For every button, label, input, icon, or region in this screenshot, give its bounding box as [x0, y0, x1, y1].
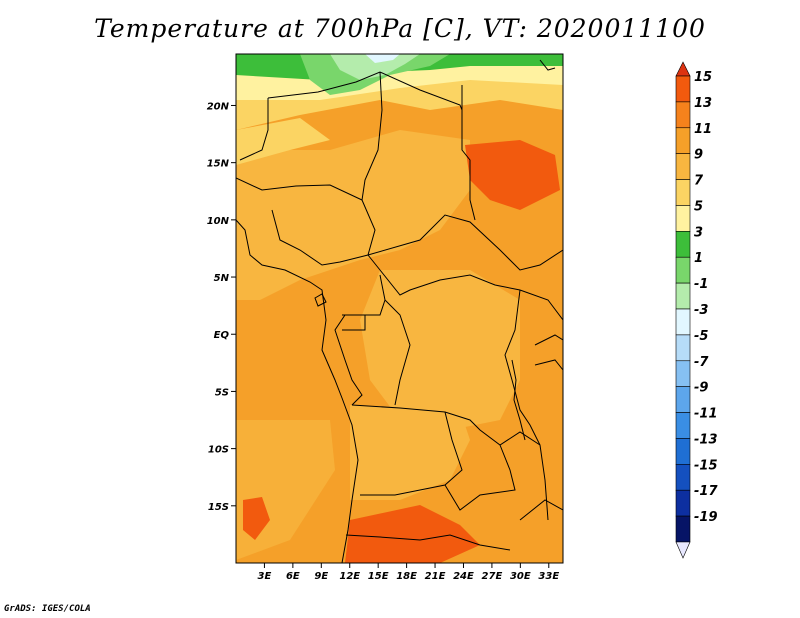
colorbar-label-16: -17: [694, 484, 718, 499]
colorbar-label-6: 3: [694, 225, 703, 240]
lon-tick-label-2: 9E: [314, 571, 328, 582]
lon-tick-label-10: 33E: [538, 571, 559, 582]
lon-tick-label-6: 21E: [425, 571, 446, 582]
colorbar-swatch-1: [675, 101, 691, 129]
lon-tick-label-5: 18E: [396, 571, 417, 582]
colorbar-label-4: 7: [694, 174, 704, 189]
temperature-field: [236, 54, 563, 563]
colorbar-label-11: -7: [694, 355, 709, 370]
lat-tick-label-3: 5N: [214, 273, 230, 284]
colorbar-bottom-arrow: [675, 541, 691, 559]
colorbar-swatch-0: [675, 75, 691, 103]
colorbar-swatch-14: [675, 438, 691, 465]
lat-tick-label-4: EQ: [214, 330, 230, 341]
colorbar-label-17: -19: [694, 510, 718, 525]
colorbar-swatch-15: [675, 464, 691, 491]
map-axes: 3E 6E 9E 12E 15E 18E 21E 24E 27E 30E 33E 20N 15N 10N 5…: [207, 101, 560, 582]
lat-tick-label-2: 10N: [207, 216, 230, 227]
colorbar-label-1: 13: [694, 96, 712, 111]
lat-tick-label-6: 10S: [208, 445, 229, 456]
plot-frame: [235, 53, 564, 564]
colorbar-swatch-17: [675, 515, 691, 543]
lon-tick-label-1: 6E: [286, 571, 300, 582]
colorbar-swatch-9: [675, 308, 691, 336]
colorbar-swatch-3: [675, 153, 691, 180]
colorbar-label-2: 11: [694, 122, 712, 137]
lat-tick-label-1: 15N: [207, 159, 230, 170]
lon-tick-label-9: 30E: [510, 571, 531, 582]
lon-tick-label-4: 15E: [368, 571, 389, 582]
colorbar-swatch-13: [675, 412, 691, 439]
colorbar: 15 13 11 9 7 5 3 1 -1 -3 -5 -7 -9 -11 -13 -15 -17 -19: [675, 61, 718, 559]
colorbar-swatch-10: [675, 334, 691, 362]
colorbar-label-5: 5: [694, 199, 703, 214]
colorbar-label-13: -11: [694, 407, 718, 422]
colorbar-swatch-6: [675, 231, 691, 258]
lon-tick-label-3: 12E: [339, 571, 360, 582]
colorbar-top-arrow: [675, 61, 691, 77]
lon-tick-label-0: 3E: [258, 571, 272, 582]
footer-credit: GrADS: IGES/COLA: [4, 604, 91, 614]
colorbar-label-3: 9: [694, 148, 703, 163]
lat-tick-label-5: 5S: [215, 387, 229, 398]
colorbar-swatch-16: [675, 489, 691, 517]
colorbar-label-14: -13: [694, 432, 718, 447]
colorbar-swatch-4: [675, 179, 691, 206]
colorbar-swatch-2: [675, 127, 691, 154]
lat-tick-label-0: 20N: [207, 101, 230, 112]
colorbar-label-12: -9: [694, 381, 708, 396]
lon-tick-label-8: 27E: [482, 571, 503, 582]
map-title: Temperature at 700hPa [C], VT: 202001110…: [94, 14, 706, 43]
colorbar-label-9: -3: [694, 303, 708, 318]
colorbar-swatch-8: [675, 282, 691, 310]
country-borders: [236, 59, 563, 563]
colorbar-label-10: -5: [694, 329, 708, 344]
colorbar-label-8: -1: [694, 277, 708, 292]
colorbar-swatch-12: [675, 386, 691, 413]
colorbar-label-0: 15: [694, 70, 712, 85]
lat-tick-label-7: 15S: [208, 502, 229, 513]
colorbar-label-15: -15: [694, 458, 718, 473]
lon-tick-label-7: 24E: [453, 571, 474, 582]
colorbar-swatch-5: [675, 205, 691, 232]
colorbar-swatch-7: [675, 256, 691, 284]
colorbar-label-7: 1: [694, 251, 703, 266]
colorbar-swatch-11: [675, 360, 691, 387]
